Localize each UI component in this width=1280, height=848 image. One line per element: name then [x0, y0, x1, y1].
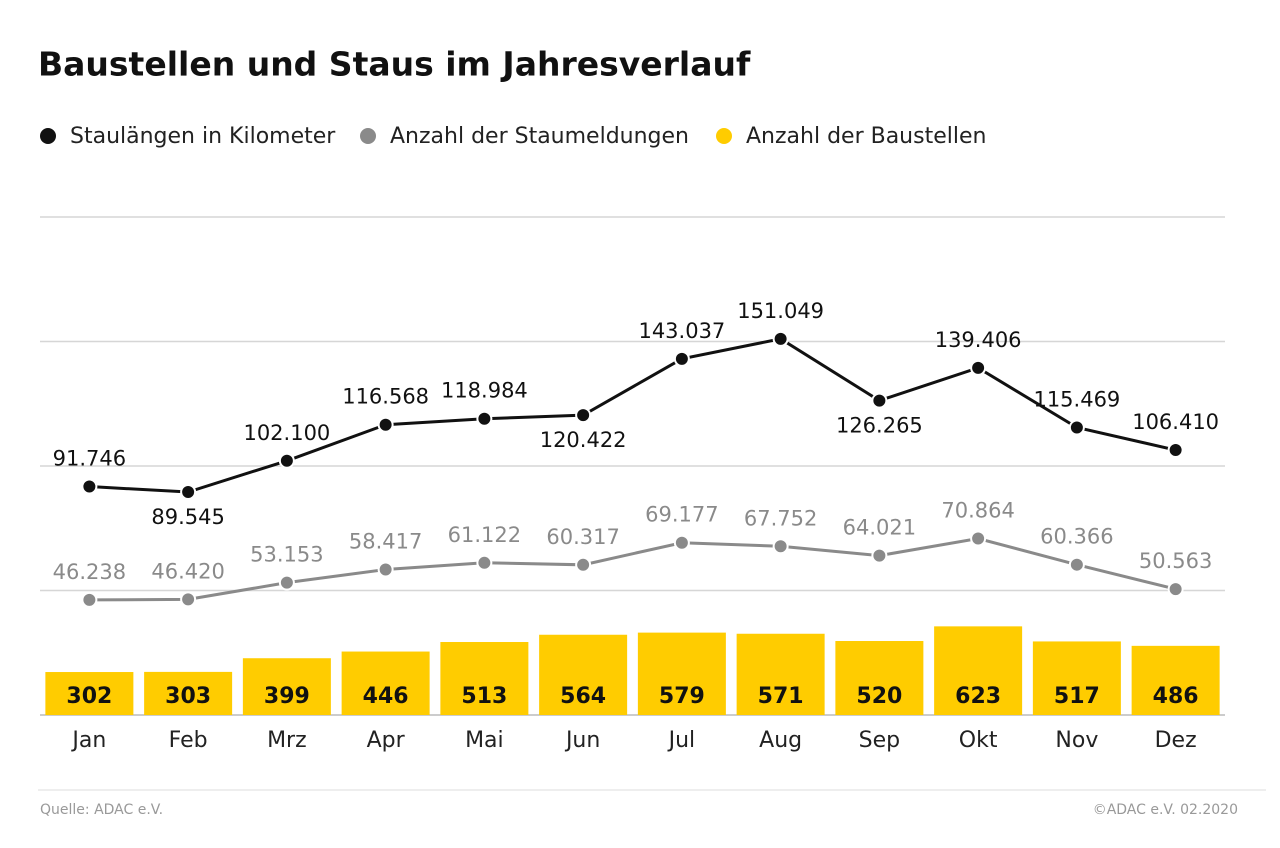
- point: [575, 407, 592, 424]
- bar: [1032, 641, 1121, 715]
- bar: [341, 651, 430, 715]
- bar-label: 571: [758, 684, 804, 709]
- legend: Staulängen in Kilometer Anzahl der Staume…: [40, 124, 986, 149]
- point: [476, 554, 493, 571]
- data-label: 60.366: [1040, 525, 1113, 549]
- data-label: 120.422: [540, 428, 627, 452]
- bar: [440, 642, 529, 715]
- point: [871, 547, 888, 564]
- x-tick-label: Jul: [667, 728, 696, 753]
- plot: Jan Feb Mrz Apr Mai Jun Jul Aug Sep Okt Nov Dez 302 3…: [45, 299, 1220, 753]
- legend-marker: [360, 128, 376, 144]
- x-tick-label: Okt: [959, 728, 998, 753]
- data-label: 116.568: [342, 385, 429, 409]
- bar: [736, 633, 825, 715]
- point: [970, 359, 987, 376]
- point: [476, 410, 493, 427]
- bar: [934, 626, 1023, 715]
- line: [89, 537, 1176, 602]
- bar-label: 564: [560, 684, 606, 709]
- x-tick-label: Apr: [367, 728, 406, 753]
- point: [1068, 556, 1085, 573]
- bar: [242, 658, 331, 715]
- bar-label: 302: [66, 684, 112, 709]
- point: [377, 561, 394, 578]
- bar-label: 517: [1054, 684, 1100, 709]
- data-label: 58.417: [349, 530, 422, 554]
- point: [772, 538, 789, 555]
- bar-label: 623: [955, 684, 1001, 709]
- bar: [637, 632, 726, 715]
- bar-label: 303: [165, 684, 211, 709]
- credit: ©ADAC e.V. 02.2020: [1093, 802, 1238, 818]
- legend-label: Anzahl der Baustellen: [746, 124, 986, 149]
- bar-label: 486: [1153, 684, 1199, 709]
- data-label: 106.410: [1132, 410, 1219, 434]
- data-label: 67.752: [744, 506, 817, 530]
- legend-marker: [716, 128, 732, 144]
- bar: [1131, 645, 1220, 715]
- data-label: 115.469: [1033, 387, 1120, 411]
- data-label: 60.317: [546, 525, 619, 549]
- point: [772, 330, 789, 347]
- point: [278, 452, 295, 469]
- point: [81, 591, 98, 608]
- point: [673, 534, 690, 551]
- point: [1167, 581, 1184, 598]
- legend-label: Anzahl der Staumeldungen: [390, 124, 689, 149]
- data-label: 118.984: [441, 379, 528, 403]
- data-label: 53.153: [250, 543, 323, 567]
- bar: [539, 634, 628, 715]
- bar-label: 579: [659, 684, 705, 709]
- point: [180, 591, 197, 608]
- point: [81, 478, 98, 495]
- point: [1167, 442, 1184, 459]
- data-label: 70.864: [941, 499, 1014, 523]
- point: [871, 392, 888, 409]
- data-label: 89.545: [151, 505, 224, 529]
- bar: [835, 641, 924, 715]
- legend-label: Staulängen in Kilometer: [70, 124, 336, 149]
- x-tick-label: Mai: [465, 728, 504, 753]
- data-label: 46.420: [151, 559, 224, 583]
- data-label: 143.037: [638, 319, 725, 343]
- data-label: 91.746: [53, 447, 126, 471]
- chart-title: Baustellen und Staus im Jahresverlauf: [38, 45, 751, 84]
- data-label: 69.177: [645, 503, 718, 527]
- point: [673, 350, 690, 367]
- bar: [45, 672, 134, 715]
- x-tick-label: Nov: [1055, 728, 1098, 753]
- point: [575, 556, 592, 573]
- bar-label: 513: [461, 684, 507, 709]
- source: Quelle: ADAC e.V.: [40, 802, 163, 818]
- data-label: 126.265: [836, 414, 923, 438]
- bar: [144, 671, 233, 715]
- x-tick-label: Aug: [759, 728, 802, 753]
- data-label: 46.238: [53, 560, 126, 584]
- x-tick-label: Jan: [70, 728, 106, 753]
- bar-label: 399: [264, 684, 310, 709]
- bar-label: 446: [363, 684, 409, 709]
- data-label: 151.049: [737, 299, 824, 323]
- data-label: 61.122: [448, 523, 521, 547]
- point: [180, 484, 197, 501]
- bar-label: 520: [856, 684, 902, 709]
- point: [970, 530, 987, 547]
- grid: [40, 216, 1225, 716]
- x-tick-label: Feb: [169, 728, 208, 753]
- x-tick-label: Mrz: [267, 728, 307, 753]
- point: [377, 416, 394, 433]
- x-tick-label: Jun: [564, 728, 600, 753]
- x-tick-label: Sep: [859, 728, 900, 753]
- legend-marker: [40, 128, 56, 144]
- x-tick-label: Dez: [1155, 728, 1197, 753]
- data-label: 64.021: [843, 516, 916, 540]
- point: [278, 574, 295, 591]
- data-label: 102.100: [243, 421, 330, 445]
- data-label: 139.406: [935, 328, 1022, 352]
- line: [89, 337, 1176, 494]
- point: [1068, 419, 1085, 436]
- data-label: 50.563: [1139, 549, 1212, 573]
